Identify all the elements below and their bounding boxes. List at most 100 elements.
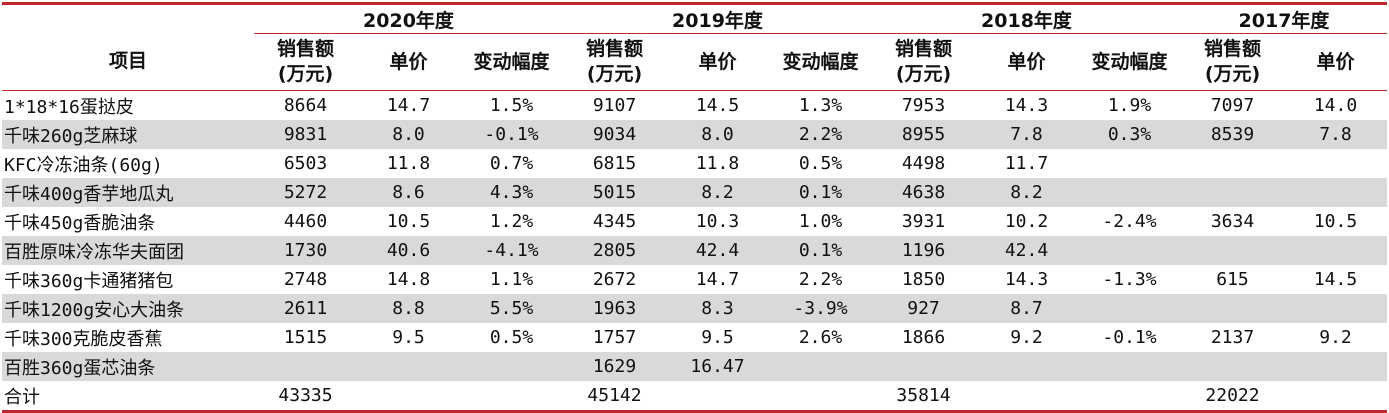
value-cell: 0.7% — [489, 153, 534, 174]
value-cell: 10.5 — [1313, 211, 1358, 232]
value-cell: 8664 — [283, 95, 328, 116]
value-cell: -3.9% — [769, 294, 872, 323]
value-cell: 1866 — [901, 327, 946, 348]
value-cell — [1284, 381, 1387, 413]
value-cell: 9.2 — [1319, 327, 1352, 348]
value-cell: 10.3 — [695, 211, 740, 232]
value-cell: 1.0% — [798, 211, 843, 232]
value-cell: 4498 — [901, 153, 946, 174]
value-cell — [1181, 352, 1284, 381]
value-cell: 16.47 — [666, 352, 769, 381]
year-header-2020: 2020年度 — [254, 2, 563, 34]
table-row: 千味450g香脆油条 4460 10.5 1.2% 4345 10.3 1.0% 3931 10… — [2, 207, 1387, 236]
sales-header-unit: (万元) — [277, 63, 334, 85]
value-cell — [975, 352, 1078, 381]
value-cell: 7953 — [901, 95, 946, 116]
price-column-header: 单价 — [1284, 33, 1387, 91]
value-cell — [1078, 294, 1181, 323]
value-cell: 1.5% — [489, 95, 534, 116]
value-cell: 3634 — [1210, 211, 1255, 232]
value-cell: -1.3% — [1102, 269, 1157, 290]
value-cell — [769, 352, 872, 381]
value-cell — [460, 381, 563, 413]
value-cell: 1.3% — [798, 95, 843, 116]
table-body: 1*18*16蛋挞皮 8664 14.7 1.5% 9107 14.5 1.3% 7953 14… — [2, 91, 1387, 413]
value-cell — [1284, 352, 1387, 381]
product-name-cell: 百胜原味冷冻华夫面团 — [2, 236, 254, 265]
sales-column-header: 销售额 (万元) — [254, 33, 357, 91]
table-row: 千味1200g安心大油条 2611 8.8 5.5% 1963 8.3 -3.9% 927 8.… — [2, 294, 1387, 323]
value-cell: 9034 — [563, 120, 666, 149]
sales-header-label: 销售额 — [585, 38, 643, 60]
value-cell: 45142 — [563, 381, 666, 413]
price-column-header: 单价 — [975, 33, 1078, 91]
value-cell: 10.2 — [1004, 211, 1049, 232]
value-cell: 8539 — [1181, 120, 1284, 149]
value-cell: 8.8 — [357, 294, 460, 323]
value-cell: 7.8 — [1284, 120, 1387, 149]
table-row: 1*18*16蛋挞皮 8664 14.7 1.5% 9107 14.5 1.3% 7953 14… — [2, 91, 1387, 121]
value-cell — [666, 381, 769, 413]
value-cell — [1181, 236, 1284, 265]
value-cell — [872, 352, 975, 381]
total-row: 合计 43335 45142 35814 22022 — [2, 381, 1387, 413]
value-cell: 11.8 — [695, 153, 740, 174]
value-cell: 1196 — [872, 236, 975, 265]
product-name-cell: 百胜360g蛋芯油条 — [2, 352, 254, 381]
value-cell — [1078, 149, 1181, 178]
value-cell: 8955 — [872, 120, 975, 149]
year-header-2019: 2019年度 — [563, 2, 872, 34]
value-cell: 14.7 — [695, 269, 740, 290]
value-cell — [254, 352, 357, 381]
value-cell — [1078, 178, 1181, 207]
year-header-row: 2020年度 2019年度 2018年度 2017年度 — [2, 2, 1387, 34]
sales-column-header: 销售额 (万元) — [563, 33, 666, 91]
value-cell: 1629 — [563, 352, 666, 381]
value-cell — [1284, 149, 1387, 178]
value-cell: 43335 — [254, 381, 357, 413]
table-row: 千味260g芝麻球 9831 8.0 -0.1% 9034 8.0 2.2% 8955 7.8 0… — [2, 120, 1387, 149]
value-cell — [1181, 294, 1284, 323]
value-cell: 2137 — [1210, 327, 1255, 348]
value-cell: 0.5% — [798, 153, 843, 174]
sales-header-unit: (万元) — [895, 63, 952, 85]
value-cell: 14.5 — [1313, 269, 1358, 290]
value-cell: 1.9% — [1107, 95, 1152, 116]
table-row: 千味400g香芋地瓜丸 5272 8.6 4.3% 5015 8.2 0.1% 4638 8.2 — [2, 178, 1387, 207]
product-name-cell: 1*18*16蛋挞皮 — [4, 96, 134, 118]
price-column-header: 单价 — [666, 33, 769, 91]
value-cell: 6815 — [592, 153, 637, 174]
value-cell: 42.4 — [666, 236, 769, 265]
value-cell — [1078, 352, 1181, 381]
column-header-row: 项目 销售额 (万元) 单价 变动幅度 销售额 (万元) 单价 变动幅度 销售额 (万元) 单价 变动… — [2, 33, 1387, 91]
value-cell: 1963 — [563, 294, 666, 323]
value-cell: 9.5 — [701, 327, 734, 348]
value-cell: 9.2 — [1010, 327, 1043, 348]
value-cell: 7.8 — [975, 120, 1078, 149]
value-cell — [975, 381, 1078, 413]
value-cell: 35814 — [872, 381, 975, 413]
value-cell: 9.5 — [392, 327, 425, 348]
change-column-header: 变动幅度 — [769, 33, 872, 91]
table-row: 千味300克脆皮香蕉 1515 9.5 0.5% 1757 9.5 2.6% 1866 9.2 -… — [2, 323, 1387, 352]
value-cell: 0.1% — [769, 178, 872, 207]
value-cell — [1181, 149, 1284, 178]
value-cell: 40.6 — [357, 236, 460, 265]
value-cell: 0.5% — [489, 327, 534, 348]
sales-header-unit: (万元) — [586, 63, 643, 85]
value-cell: 22022 — [1181, 381, 1284, 413]
value-cell: 14.7 — [386, 95, 431, 116]
sales-header-unit: (万元) — [1204, 63, 1261, 85]
value-cell: 5.5% — [460, 294, 563, 323]
value-cell: -0.1% — [1102, 327, 1157, 348]
value-cell: 2.2% — [769, 120, 872, 149]
value-cell — [1284, 236, 1387, 265]
value-cell — [357, 381, 460, 413]
product-name-cell: 千味450g香脆油条 — [4, 212, 156, 234]
value-cell: 8.0 — [357, 120, 460, 149]
value-cell: 14.3 — [1004, 95, 1049, 116]
sales-column-header: 销售额 (万元) — [1181, 33, 1284, 91]
year-header-2017: 2017年度 — [1181, 2, 1387, 34]
